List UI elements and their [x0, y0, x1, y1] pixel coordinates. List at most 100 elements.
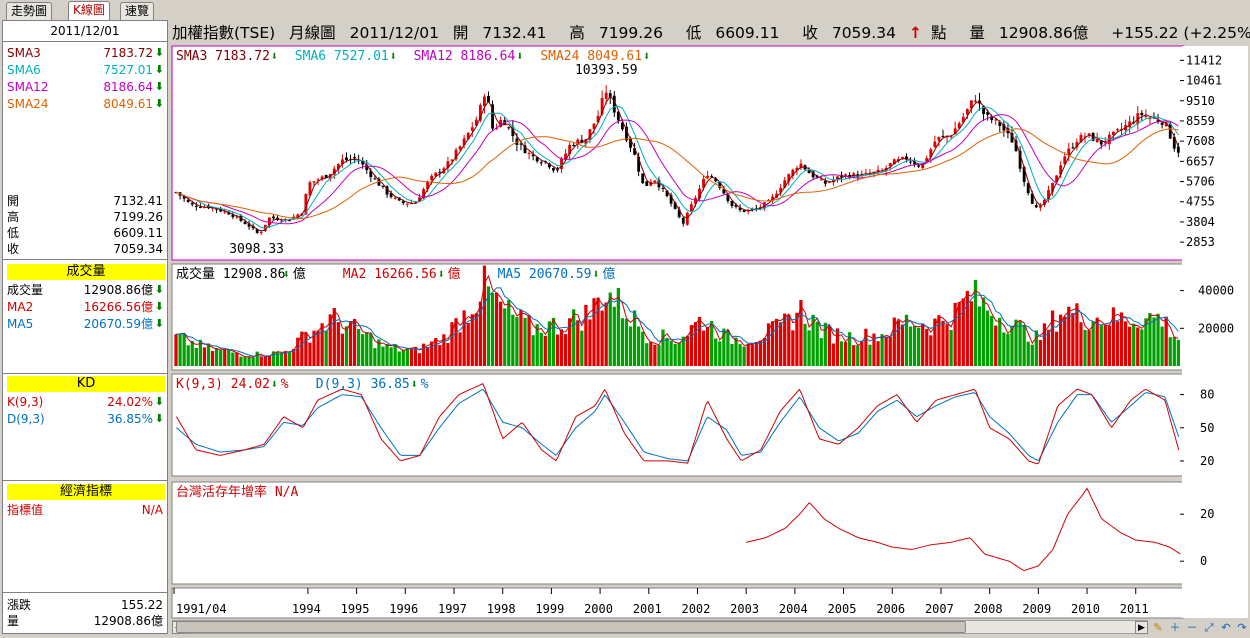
volume-bar — [783, 313, 787, 366]
candle-body — [698, 188, 701, 199]
close-value: 7059.34 — [831, 24, 896, 42]
volume-bar — [787, 314, 791, 366]
candle-body — [551, 168, 555, 171]
volume-bar — [275, 351, 280, 366]
candle-body — [1087, 133, 1091, 135]
candle-body — [393, 197, 397, 199]
candle-body — [483, 96, 486, 107]
candle-body — [280, 220, 283, 222]
candle-body — [1030, 193, 1034, 204]
candle-body — [961, 116, 965, 123]
down-arrow-icon: ⬇ — [154, 317, 164, 330]
candle-body — [706, 175, 710, 178]
candle-body — [1010, 133, 1014, 143]
candle-body — [227, 212, 231, 215]
kd-legend-unit-0: % — [281, 377, 289, 392]
volume-bar — [839, 341, 844, 366]
candle-body — [783, 180, 787, 188]
volume-bar — [1046, 329, 1051, 366]
price-ytick-label-2: 4755 — [1186, 195, 1215, 209]
forward-icon[interactable]: ↷ — [1237, 621, 1247, 634]
volume-bar — [1030, 344, 1034, 366]
candle-body — [324, 175, 328, 178]
candle-body — [974, 100, 977, 102]
down-arrow-icon: ⬇ — [154, 80, 164, 93]
volume-bar — [973, 279, 978, 366]
volume-bar — [868, 344, 872, 366]
volume-bar — [616, 287, 620, 366]
volume-bar — [965, 290, 969, 366]
tab-kline[interactable]: K線圖 — [68, 1, 110, 20]
index-title: 加權指數(TSE) — [172, 24, 276, 42]
volume-bar — [770, 321, 775, 366]
volume-bar — [876, 341, 880, 366]
volume-bar — [214, 347, 219, 366]
volume-bar — [377, 339, 381, 366]
volume-bar — [1111, 307, 1116, 366]
volume-bar — [864, 328, 868, 366]
tab-trend[interactable]: 走勢圖 — [6, 2, 53, 20]
volume-bar — [482, 265, 487, 366]
volume-bar — [227, 349, 231, 366]
tool-icon[interactable]: ✎ — [1153, 621, 1163, 634]
zoom-in-icon[interactable]: ＋ — [1169, 621, 1181, 634]
candle-body — [223, 211, 227, 213]
candle-body — [247, 223, 251, 227]
ohlc-row-2-label: 低 — [7, 226, 20, 240]
volume-bar — [409, 347, 414, 366]
volume-bar — [324, 330, 328, 366]
candle-body — [1079, 135, 1083, 143]
scroll-right-button[interactable]: ▶ — [1135, 621, 1148, 634]
candle-body — [336, 163, 340, 169]
expand-icon[interactable]: ⤢ — [1204, 621, 1214, 634]
price-ytick-label-7: 9510 — [1186, 94, 1215, 108]
volume-bar — [1006, 333, 1010, 366]
left-date: 2011/12/01 — [50, 24, 120, 38]
volume-bar — [990, 315, 994, 366]
candle-body — [1156, 120, 1160, 122]
candle-body — [957, 123, 961, 129]
candle-body — [868, 173, 872, 175]
candle-body — [689, 204, 693, 212]
volume-bar — [981, 297, 986, 366]
tab-quickview[interactable]: 速覽 — [120, 2, 155, 20]
volume-bar — [344, 326, 349, 366]
sma-row-3: SMA24 8049.61 ⬇ — [3, 96, 167, 112]
candle-body — [304, 194, 308, 215]
price-legend-0: SMA3 7183.72 — [176, 49, 270, 64]
candle-body — [365, 164, 369, 171]
candle-body — [1043, 199, 1046, 205]
ohlc-row-3-value: 7059.34 — [113, 242, 163, 256]
candle-body — [665, 190, 669, 197]
volume-bar — [904, 314, 909, 366]
candle-body — [430, 175, 434, 181]
volume-bar — [860, 341, 864, 366]
candle-body — [369, 170, 373, 178]
zoom-out-icon[interactable]: － — [1186, 621, 1198, 634]
vol-ma2-line — [175, 274, 1179, 358]
down-arrow-icon: ⬇ — [154, 46, 164, 59]
candle-body — [259, 232, 263, 234]
volume-bar — [880, 334, 884, 366]
volume-bar — [766, 323, 771, 366]
candle-body — [235, 216, 239, 218]
volume-bar — [774, 318, 779, 366]
tab-bar: 走勢圖 K線圖 速覽 — [0, 0, 1250, 20]
chart-area[interactable]: 2853 3804 4755 5706 6657 7608 8559 9510 10461 114… — [170, 44, 1250, 620]
candle-body — [353, 157, 357, 159]
candle-body — [795, 167, 799, 171]
candle-body — [969, 100, 973, 109]
candle-body — [1168, 123, 1172, 139]
back-icon[interactable]: ↶ — [1221, 621, 1231, 634]
down-arrow-icon: ⬇ — [154, 395, 164, 408]
volume-bar — [961, 298, 965, 366]
volume-bar — [1018, 321, 1022, 366]
sma24-line — [175, 128, 1179, 220]
volume-header: 成交量 — [7, 264, 165, 280]
econ-ytick-label-0: 0 — [1200, 554, 1207, 568]
candle-body — [251, 225, 255, 229]
candle-body — [389, 193, 393, 197]
scroll-thumb[interactable] — [176, 621, 966, 633]
ohlc-row-3: 收 7059.34 — [3, 241, 167, 257]
volume-bar — [1123, 321, 1128, 366]
